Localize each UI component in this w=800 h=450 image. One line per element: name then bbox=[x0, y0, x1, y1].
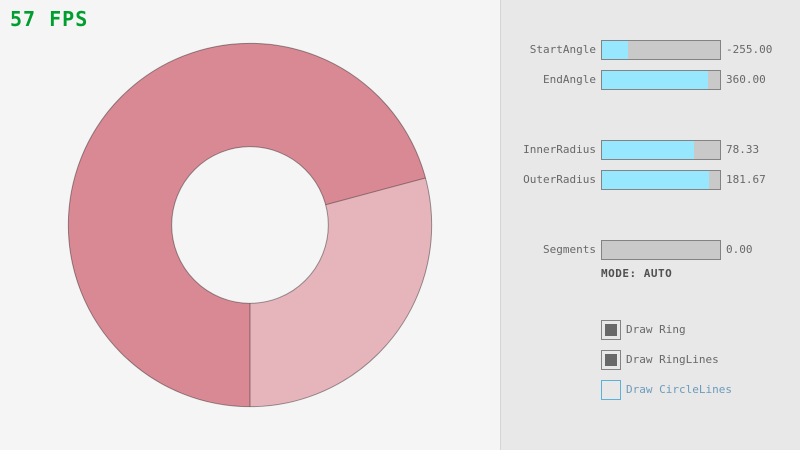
ring-inner-line bbox=[171, 146, 329, 304]
slider-row-inner-radius: InnerRadius 78.33 bbox=[501, 140, 800, 160]
slider-row-outer-radius: OuterRadius 181.67 bbox=[501, 170, 800, 190]
slider-inner-radius[interactable] bbox=[601, 140, 721, 160]
checkbox-check-icon bbox=[605, 324, 617, 336]
control-panel: StartAngle -255.00 EndAngle 360.00 Inner… bbox=[500, 0, 800, 450]
checkbox-row-draw-ring: Draw Ring bbox=[501, 320, 800, 340]
slider-fill bbox=[602, 71, 709, 89]
slider-segments[interactable] bbox=[601, 240, 721, 260]
checkbox-label: Draw CircleLines bbox=[626, 383, 732, 396]
ring-sector-single-pass bbox=[250, 177, 432, 407]
slider-value: 78.33 bbox=[726, 143, 760, 156]
ring-sector-double-pass bbox=[68, 43, 426, 407]
slider-outer-radius[interactable] bbox=[601, 170, 721, 190]
slider-label: EndAngle bbox=[543, 73, 596, 86]
ring-cap-line-start bbox=[325, 177, 426, 206]
slider-fill bbox=[602, 171, 710, 189]
checkbox-row-draw-circle-lines: Draw CircleLines bbox=[501, 380, 800, 400]
slider-row-segments: Segments 0.00 bbox=[501, 240, 800, 260]
slider-fill bbox=[602, 41, 628, 59]
checkbox-label: Draw Ring bbox=[626, 323, 686, 336]
slider-start-angle[interactable] bbox=[601, 40, 721, 60]
checkbox-row-draw-ring-lines: Draw RingLines bbox=[501, 350, 800, 370]
slider-label: OuterRadius bbox=[523, 173, 596, 186]
slider-value: 181.67 bbox=[726, 173, 766, 186]
checkbox-draw-ring[interactable] bbox=[601, 320, 621, 340]
checkbox-label: Draw RingLines bbox=[626, 353, 719, 366]
slider-label: Segments bbox=[543, 243, 596, 256]
slider-row-end-angle: EndAngle 360.00 bbox=[501, 70, 800, 90]
slider-value: 360.00 bbox=[726, 73, 766, 86]
fps-counter: 57 FPS bbox=[10, 7, 89, 31]
slider-fill bbox=[602, 141, 695, 159]
slider-label: StartAngle bbox=[529, 43, 596, 56]
slider-value: 0.00 bbox=[726, 243, 753, 256]
checkbox-draw-circle-lines[interactable] bbox=[601, 380, 621, 400]
slider-end-angle[interactable] bbox=[601, 70, 721, 90]
slider-label: InnerRadius bbox=[523, 143, 596, 156]
checkbox-draw-ring-lines[interactable] bbox=[601, 350, 621, 370]
slider-row-start-angle: StartAngle -255.00 bbox=[501, 40, 800, 60]
ring-outer-line bbox=[67, 42, 433, 408]
segments-mode-label: MODE: AUTO bbox=[601, 267, 673, 280]
checkbox-check-icon bbox=[605, 354, 617, 366]
slider-value: -255.00 bbox=[726, 43, 773, 56]
ring-chart bbox=[67, 42, 433, 408]
